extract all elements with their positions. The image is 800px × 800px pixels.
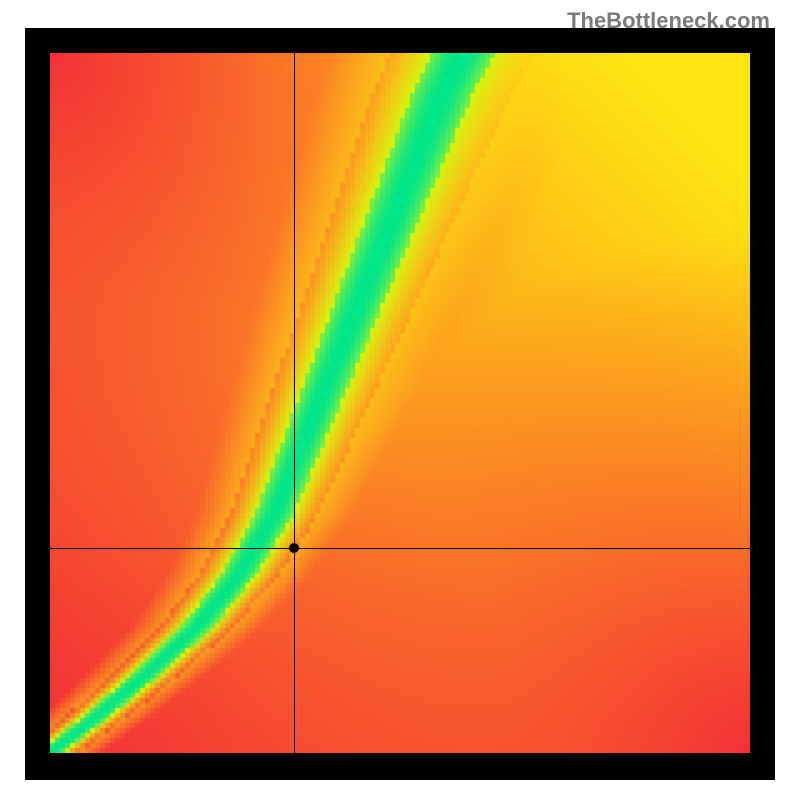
- chart-frame: [25, 28, 775, 780]
- marker-dot: [289, 543, 299, 553]
- chart-plot-area: [50, 53, 750, 753]
- heatmap-canvas: [50, 53, 750, 753]
- crosshair-vertical: [294, 53, 295, 753]
- watermark-text: TheBottleneck.com: [567, 8, 770, 34]
- crosshair-horizontal: [50, 548, 750, 549]
